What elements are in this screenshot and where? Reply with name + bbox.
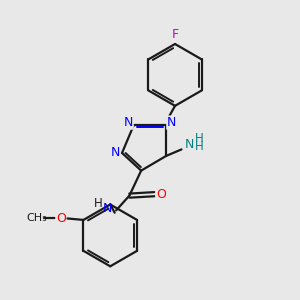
Text: H: H — [195, 132, 203, 145]
Text: H: H — [195, 140, 203, 153]
Text: O: O — [156, 188, 166, 201]
Text: CH₃: CH₃ — [26, 214, 47, 224]
Text: H: H — [94, 197, 103, 210]
Text: N: N — [103, 202, 112, 215]
Text: O: O — [56, 212, 66, 225]
Text: F: F — [172, 28, 178, 41]
Text: N: N — [167, 116, 176, 129]
Text: N: N — [124, 116, 133, 129]
Text: N: N — [111, 146, 120, 159]
Text: N: N — [185, 138, 194, 151]
